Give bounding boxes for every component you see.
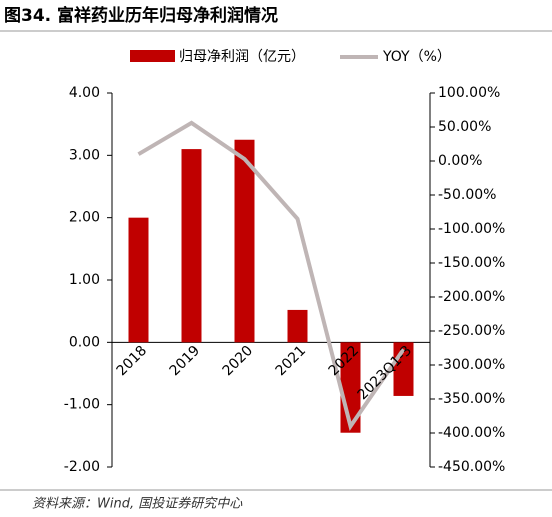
y2-tick-label: -400.00% bbox=[438, 425, 505, 441]
y2-tick-label: 50.00% bbox=[438, 119, 491, 135]
y2-tick-label: -450.00% bbox=[438, 459, 505, 475]
bar bbox=[181, 149, 202, 343]
y-tick-label: 0.00 bbox=[69, 334, 100, 350]
legend-label: YOY（%） bbox=[382, 49, 451, 65]
y2-tick-label: 100.00% bbox=[438, 85, 500, 101]
y2-tick-label: -50.00% bbox=[438, 187, 496, 203]
bar bbox=[234, 139, 255, 343]
x-tick-label: 2020 bbox=[220, 343, 257, 380]
y-tick-label: 1.00 bbox=[69, 272, 100, 288]
legend-label: 归母净利润（亿元） bbox=[179, 48, 305, 65]
legend-swatch bbox=[130, 50, 175, 62]
y2-tick-label: -300.00% bbox=[438, 357, 505, 373]
chart-title: 图34. 富祥药业历年归母净利润情况 bbox=[4, 5, 278, 26]
x-tick-label: 2021 bbox=[273, 343, 310, 380]
x-tick-label: 2019 bbox=[167, 343, 204, 380]
y2-tick-label: -150.00% bbox=[438, 255, 505, 271]
y2-tick-label: 0.00% bbox=[438, 153, 482, 169]
y-tick-label: 4.00 bbox=[69, 85, 100, 101]
y-tick-label: 2.00 bbox=[69, 210, 100, 226]
y2-tick-label: -100.00% bbox=[438, 221, 505, 237]
bar bbox=[128, 217, 149, 343]
line bbox=[137, 120, 406, 431]
y-tick-label: 3.00 bbox=[69, 147, 100, 163]
source: 资料来源：Wind, 国投证券研究中心 bbox=[32, 496, 243, 512]
x-tick-label: 2018 bbox=[114, 343, 151, 380]
y2-tick-label: -250.00% bbox=[438, 323, 505, 339]
y2-tick-label: -350.00% bbox=[438, 391, 505, 407]
y-tick-label: -1.00 bbox=[64, 397, 100, 413]
bar bbox=[287, 309, 308, 343]
y2-tick-label: -200.00% bbox=[438, 289, 505, 305]
y-tick-label: -2.00 bbox=[64, 459, 100, 475]
